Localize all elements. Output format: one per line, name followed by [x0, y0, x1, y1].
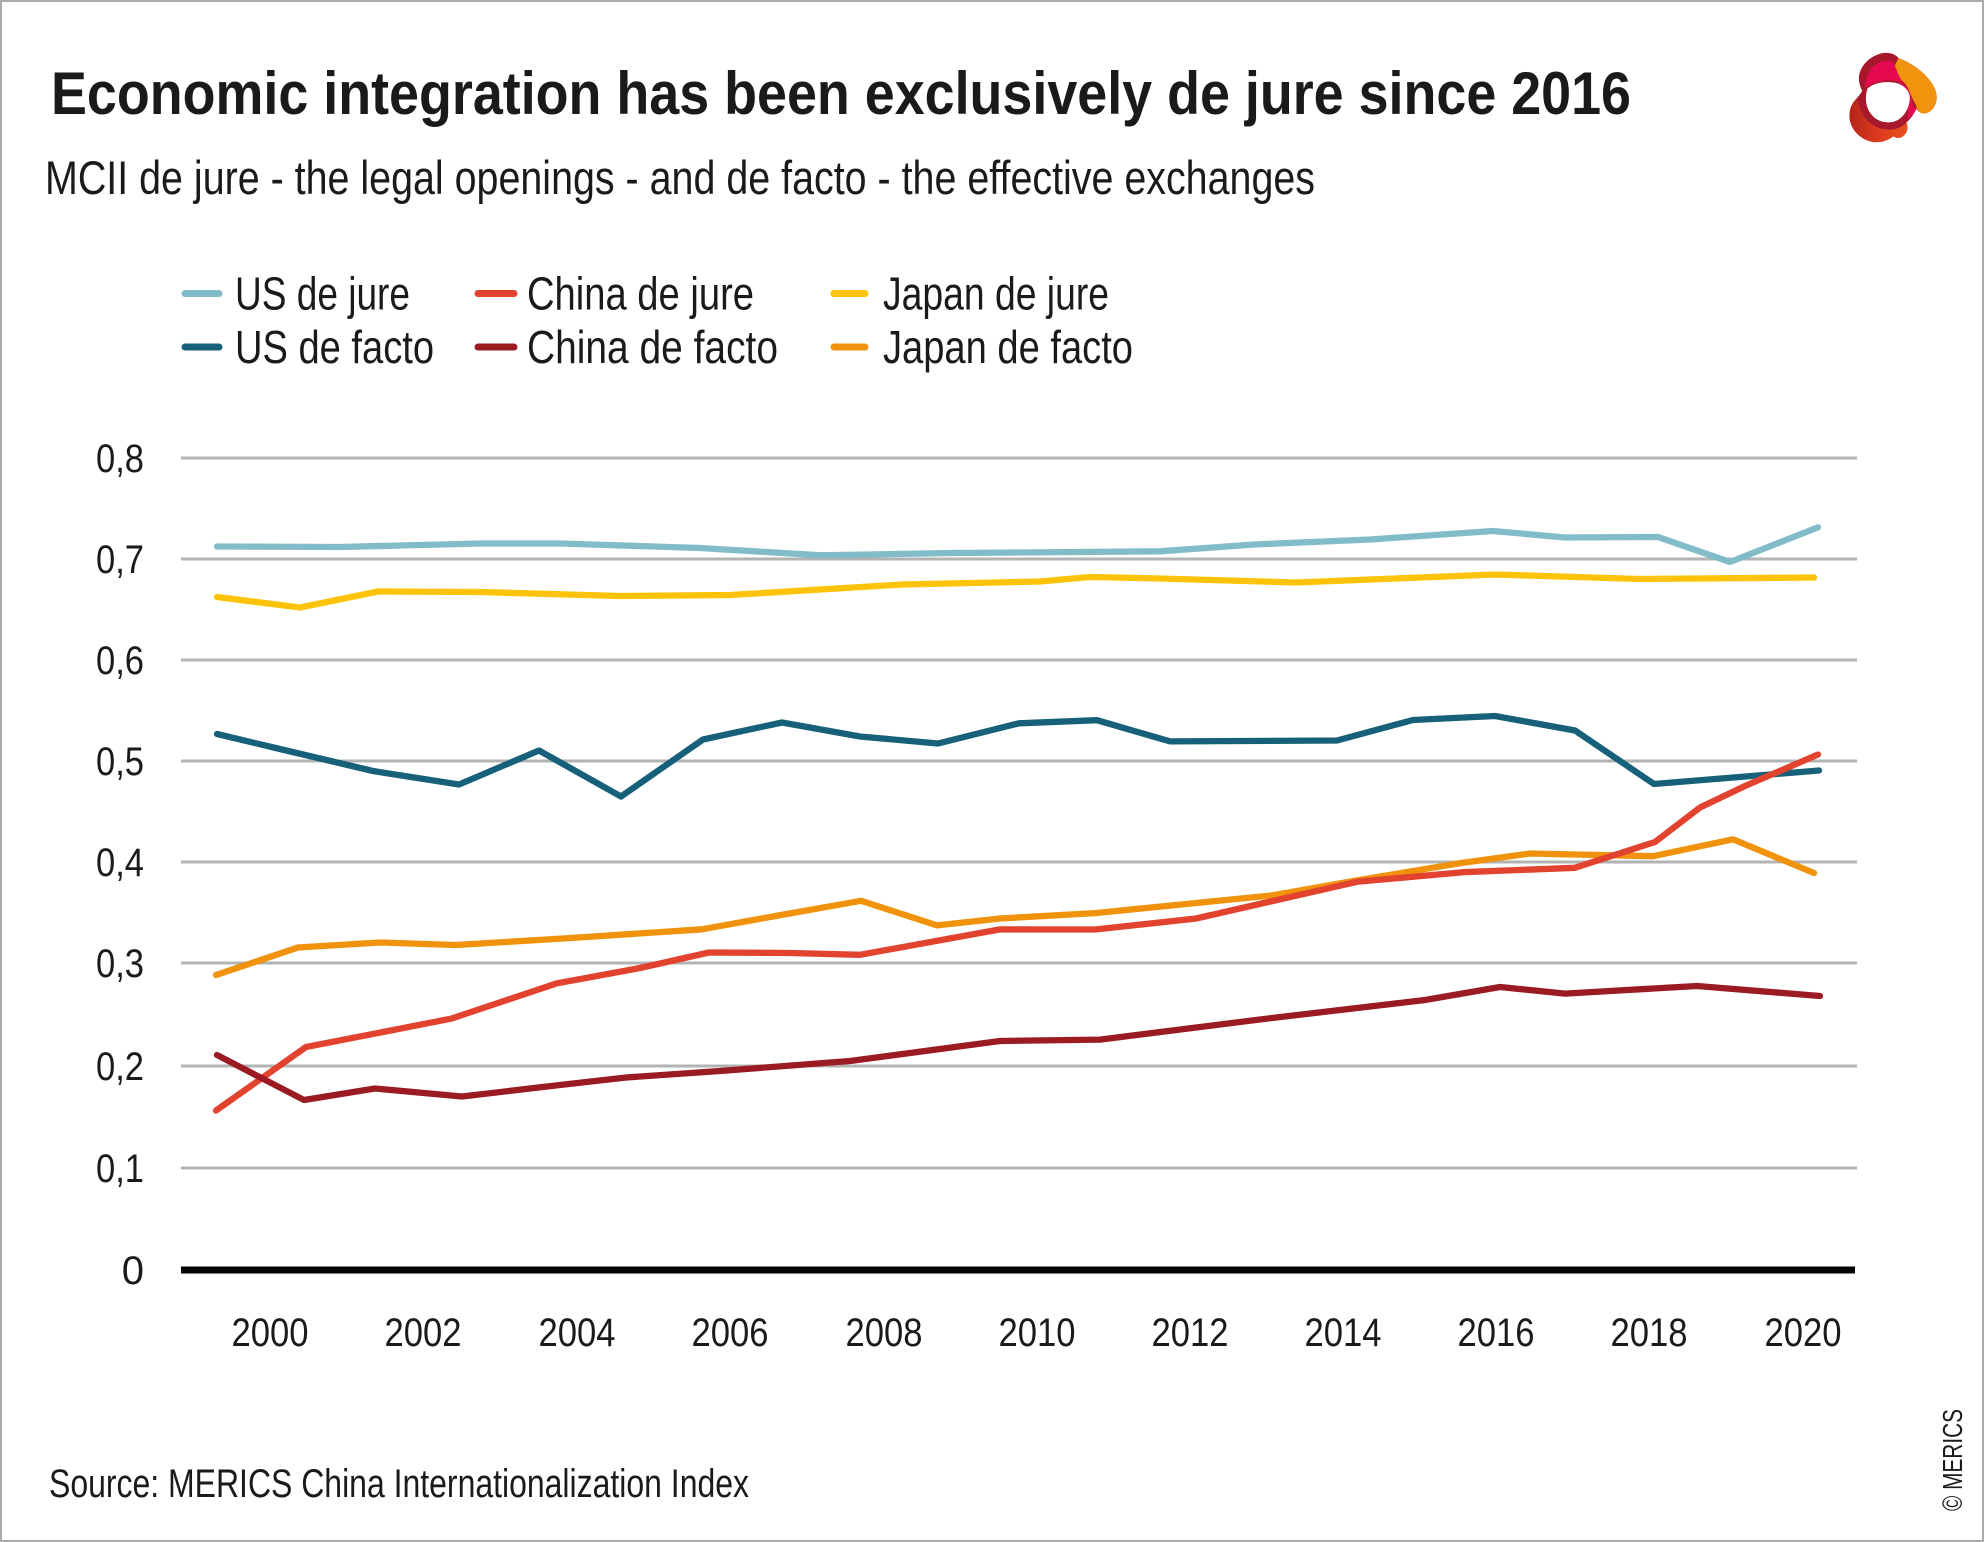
svg-text:US de jure: US de jure	[235, 267, 410, 319]
svg-text:2018: 2018	[1611, 1311, 1688, 1355]
svg-text:MCII de jure - the legal openi: MCII de jure - the legal openings - and …	[45, 151, 1315, 204]
svg-text:2006: 2006	[692, 1311, 769, 1355]
svg-text:US de facto: US de facto	[235, 321, 434, 373]
svg-text:China de jure: China de jure	[527, 267, 754, 319]
svg-text:0,8: 0,8	[96, 437, 144, 481]
svg-text:0,3: 0,3	[96, 942, 144, 986]
svg-text:0,2: 0,2	[96, 1045, 144, 1089]
svg-text:Japan de facto: Japan de facto	[883, 321, 1133, 373]
svg-text:0,4: 0,4	[96, 841, 144, 885]
svg-text:2008: 2008	[846, 1311, 923, 1355]
svg-text:2016: 2016	[1458, 1311, 1535, 1355]
svg-text:2012: 2012	[1152, 1311, 1229, 1355]
svg-text:Source: MERICS China Internati: Source: MERICS China Internationalizatio…	[49, 1462, 749, 1506]
svg-text:2000: 2000	[232, 1311, 309, 1355]
svg-text:Japan de jure: Japan de jure	[883, 267, 1109, 319]
svg-text:2004: 2004	[539, 1311, 616, 1355]
svg-text:2020: 2020	[1765, 1311, 1842, 1355]
svg-text:0: 0	[122, 1249, 144, 1293]
svg-text:0,5: 0,5	[96, 740, 144, 784]
svg-text:2002: 2002	[385, 1311, 462, 1355]
svg-text:0,7: 0,7	[96, 538, 144, 582]
svg-text:2010: 2010	[999, 1311, 1076, 1355]
svg-text:2014: 2014	[1305, 1311, 1382, 1355]
svg-text:© MERICS: © MERICS	[1937, 1409, 1968, 1511]
svg-text:0,1: 0,1	[96, 1147, 144, 1191]
svg-text:China de facto: China de facto	[527, 321, 778, 373]
svg-text:0,6: 0,6	[96, 639, 144, 683]
svg-text:Economic integration has been: Economic integration has been exclusivel…	[51, 60, 1631, 127]
